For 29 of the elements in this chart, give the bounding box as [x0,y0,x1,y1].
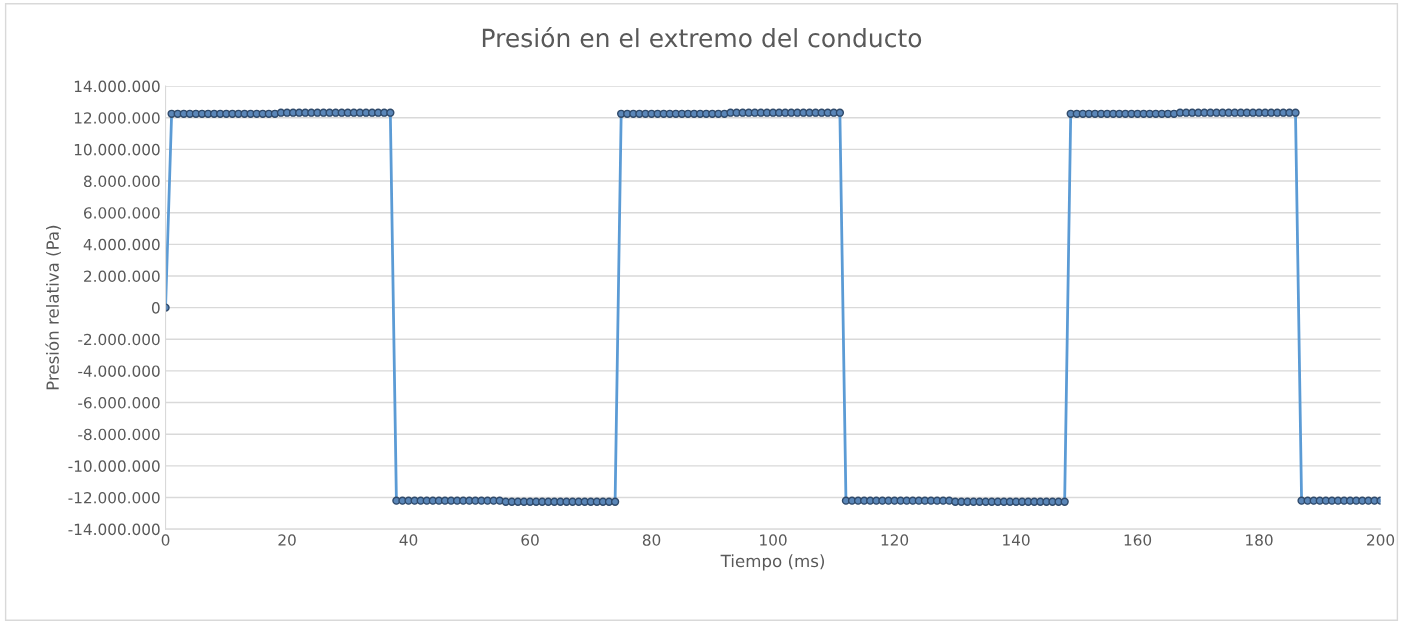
x-tick-label: 0 [161,534,170,546]
y-tick-label: 2.000.000 [84,270,160,283]
y-tick-label: -6.000.000 [78,397,160,409]
y-tick-label: 12.000.000 [74,112,160,124]
x-axis-title: Tiempo (ms) [720,554,825,571]
y-tick-label: 8.000.000 [83,175,160,188]
y-tick-label: 6.000.000 [84,207,160,219]
x-tick-label: 160 [1124,534,1152,546]
x-tick-label: 40 [399,534,418,546]
y-tick-label: 0 [151,302,160,314]
x-tick-label: 200 [1367,534,1395,546]
y-tick-label: -14.000.000 [68,523,160,536]
x-tick-label: 180 [1246,534,1273,546]
y-tick-label: 10.000.000 [74,143,160,156]
x-tick-label: 80 [642,534,661,546]
chart-title: Presión en el extremo del conducto [482,27,922,48]
x-tick-label: 120 [881,534,909,546]
x-tick-label: 100 [760,534,787,546]
x-tick-label: 140 [1003,534,1030,546]
y-tick-label: -10.000.000 [68,460,160,472]
y-tick-label: 4.000.000 [83,238,160,251]
y-tick-label: -2.000.000 [78,333,160,346]
y-tick-label: -12.000.000 [68,491,160,504]
y-tick-label: 14.000.000 [74,80,160,93]
y-tick-label: -8.000.000 [78,428,160,441]
x-tick-label: 60 [521,534,539,546]
y-tick-label: -4.000.000 [78,365,160,377]
x-tick-label: 20 [278,534,296,546]
y-axis-title: Presión relativa (Pa) [45,225,61,390]
